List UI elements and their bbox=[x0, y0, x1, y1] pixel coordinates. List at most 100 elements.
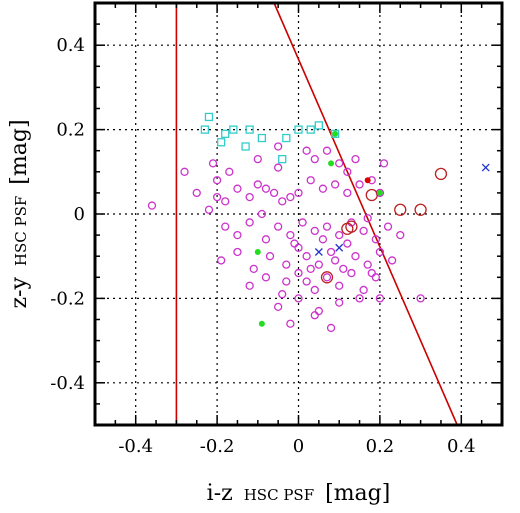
point-open-circle-1-54 bbox=[339, 264, 348, 274]
point-open-circle-1-92 bbox=[367, 268, 376, 278]
point-open-circle-1-62 bbox=[294, 268, 303, 278]
point-filled-circle-3-4 bbox=[258, 320, 265, 327]
point-open-circle-1-68 bbox=[359, 285, 368, 295]
point-open-circle-1-64 bbox=[310, 285, 319, 295]
point-open-circle-1-29 bbox=[379, 159, 389, 168]
y-axis-label-main: z-y bbox=[7, 277, 32, 309]
point-open-circle-1-20 bbox=[180, 167, 189, 176]
x-axis-label: i-z HSC PSF [mag] bbox=[207, 481, 391, 506]
x-tick-label-1: -0.2 bbox=[200, 436, 235, 457]
point-cross-5-0-b bbox=[481, 163, 490, 172]
point-open-circle-1-59 bbox=[245, 281, 254, 290]
point-open-circle-1-69 bbox=[371, 273, 380, 282]
point-cross-5-0 bbox=[481, 163, 490, 172]
point-open-circle-1-37 bbox=[310, 226, 319, 236]
point-open-circle-1-61 bbox=[278, 290, 287, 299]
point-open-circle-1-16 bbox=[343, 188, 352, 198]
point-square-0-5 bbox=[241, 142, 250, 151]
point-open-circle-1-1 bbox=[192, 188, 201, 198]
point-open-circle-2-6 bbox=[345, 220, 358, 233]
point-open-circle-1-63 bbox=[302, 277, 311, 286]
point-square-0-1 bbox=[204, 112, 214, 122]
point-open-circle-1-42 bbox=[371, 235, 380, 244]
point-open-circle-1-15 bbox=[330, 180, 340, 189]
point-open-circle-1-11 bbox=[286, 192, 295, 202]
point-open-circle-1-72 bbox=[314, 306, 324, 316]
point-open-circle-1-77 bbox=[286, 319, 295, 328]
point-open-circle-1-55 bbox=[351, 252, 360, 261]
point-square-0-0 bbox=[200, 125, 210, 134]
x-axis-label-unit: [mag] bbox=[325, 481, 390, 506]
point-open-circle-1-48 bbox=[265, 252, 275, 261]
tick-marks bbox=[94, 2, 503, 426]
point-open-circle-1-28 bbox=[351, 154, 360, 164]
y-tick-label-3: 0.2 bbox=[56, 120, 85, 141]
point-open-circle-1-7 bbox=[253, 180, 262, 189]
point-open-circle-1-56 bbox=[363, 260, 372, 269]
point-open-circle-1-82 bbox=[343, 167, 352, 176]
point-open-circle-1-58 bbox=[387, 256, 397, 265]
y-tick-label-0: -0.4 bbox=[50, 373, 85, 394]
point-open-circle-1-57 bbox=[375, 247, 385, 257]
point-cross-5-2 bbox=[335, 243, 344, 252]
point-square-0-3 bbox=[221, 129, 230, 138]
point-open-circle-1-90 bbox=[306, 264, 315, 274]
point-open-circle-1-6 bbox=[245, 192, 254, 202]
point-open-circle-1-36 bbox=[298, 218, 307, 227]
point-open-circle-1-10 bbox=[278, 197, 287, 206]
point-filled-circle-4-0 bbox=[364, 177, 371, 184]
point-cross-5-2-b bbox=[335, 243, 344, 252]
point-open-circle-1-86 bbox=[318, 235, 328, 244]
point-open-circle-1-52 bbox=[314, 260, 324, 269]
point-open-circle-1-24 bbox=[273, 163, 283, 172]
point-filled-circle-3-1 bbox=[332, 130, 339, 137]
point-open-circle-1-75 bbox=[375, 294, 385, 303]
point-open-circle-1-65 bbox=[322, 273, 332, 282]
point-square-0-4 bbox=[229, 125, 238, 134]
point-open-circle-1-44 bbox=[396, 230, 405, 240]
point-square-0-9 bbox=[282, 133, 291, 143]
point-open-circle-1-47 bbox=[249, 264, 258, 274]
point-open-circle-1-25 bbox=[310, 154, 319, 164]
point-open-circle-1-49 bbox=[282, 260, 291, 269]
point-open-circle-1-70 bbox=[273, 302, 283, 311]
point-open-circle-1-76 bbox=[416, 294, 425, 303]
point-open-circle-1-83 bbox=[212, 176, 222, 185]
point-open-circle-1-23 bbox=[253, 154, 262, 164]
point-open-circle-1-26 bbox=[322, 146, 332, 155]
point-open-circle-1-30 bbox=[221, 222, 230, 231]
point-square-0-2 bbox=[217, 138, 226, 147]
point-square-0-10 bbox=[294, 125, 303, 134]
point-open-circle-1-60 bbox=[261, 273, 271, 282]
x-axis-label-main: i-z bbox=[207, 481, 233, 506]
point-open-circle-1-4 bbox=[221, 197, 230, 206]
x-axis-label-subscript: HSC PSF bbox=[244, 486, 314, 504]
point-open-circle-1-71 bbox=[294, 294, 303, 303]
point-filled-circle-3-3 bbox=[254, 248, 261, 255]
point-open-circle-1-79 bbox=[326, 323, 336, 333]
y-tick-label-1: -0.2 bbox=[50, 288, 85, 309]
point-open-circle-1-9 bbox=[269, 188, 279, 198]
y-axis-label-subscript: HSC PSF bbox=[12, 196, 30, 266]
point-open-circle-1-5 bbox=[233, 184, 242, 193]
point-open-circle-1-22 bbox=[225, 167, 234, 176]
point-open-circle-2-2 bbox=[414, 203, 427, 216]
point-open-circle-1-53 bbox=[326, 247, 336, 257]
point-open-circle-1-13 bbox=[306, 176, 315, 185]
point-open-circle-1-12 bbox=[294, 188, 303, 198]
point-open-circle-1-91 bbox=[290, 239, 299, 248]
point-square-0-7 bbox=[257, 133, 267, 143]
x-tick-label-4: 0.4 bbox=[447, 436, 476, 457]
point-open-circle-1-8 bbox=[261, 184, 271, 193]
point-open-circle-1-17 bbox=[355, 180, 364, 189]
point-open-circle-1-38 bbox=[322, 222, 332, 231]
point-open-circle-1-27 bbox=[335, 159, 344, 168]
point-open-circle-1-3 bbox=[212, 192, 222, 202]
point-square-0-13 bbox=[330, 129, 340, 138]
point-cross-5-1 bbox=[314, 248, 323, 256]
point-open-circle-1-78 bbox=[310, 311, 319, 320]
point-open-circle-1-67 bbox=[347, 268, 356, 278]
point-square-0-6 bbox=[245, 125, 254, 134]
point-open-circle-1-80 bbox=[273, 142, 283, 151]
